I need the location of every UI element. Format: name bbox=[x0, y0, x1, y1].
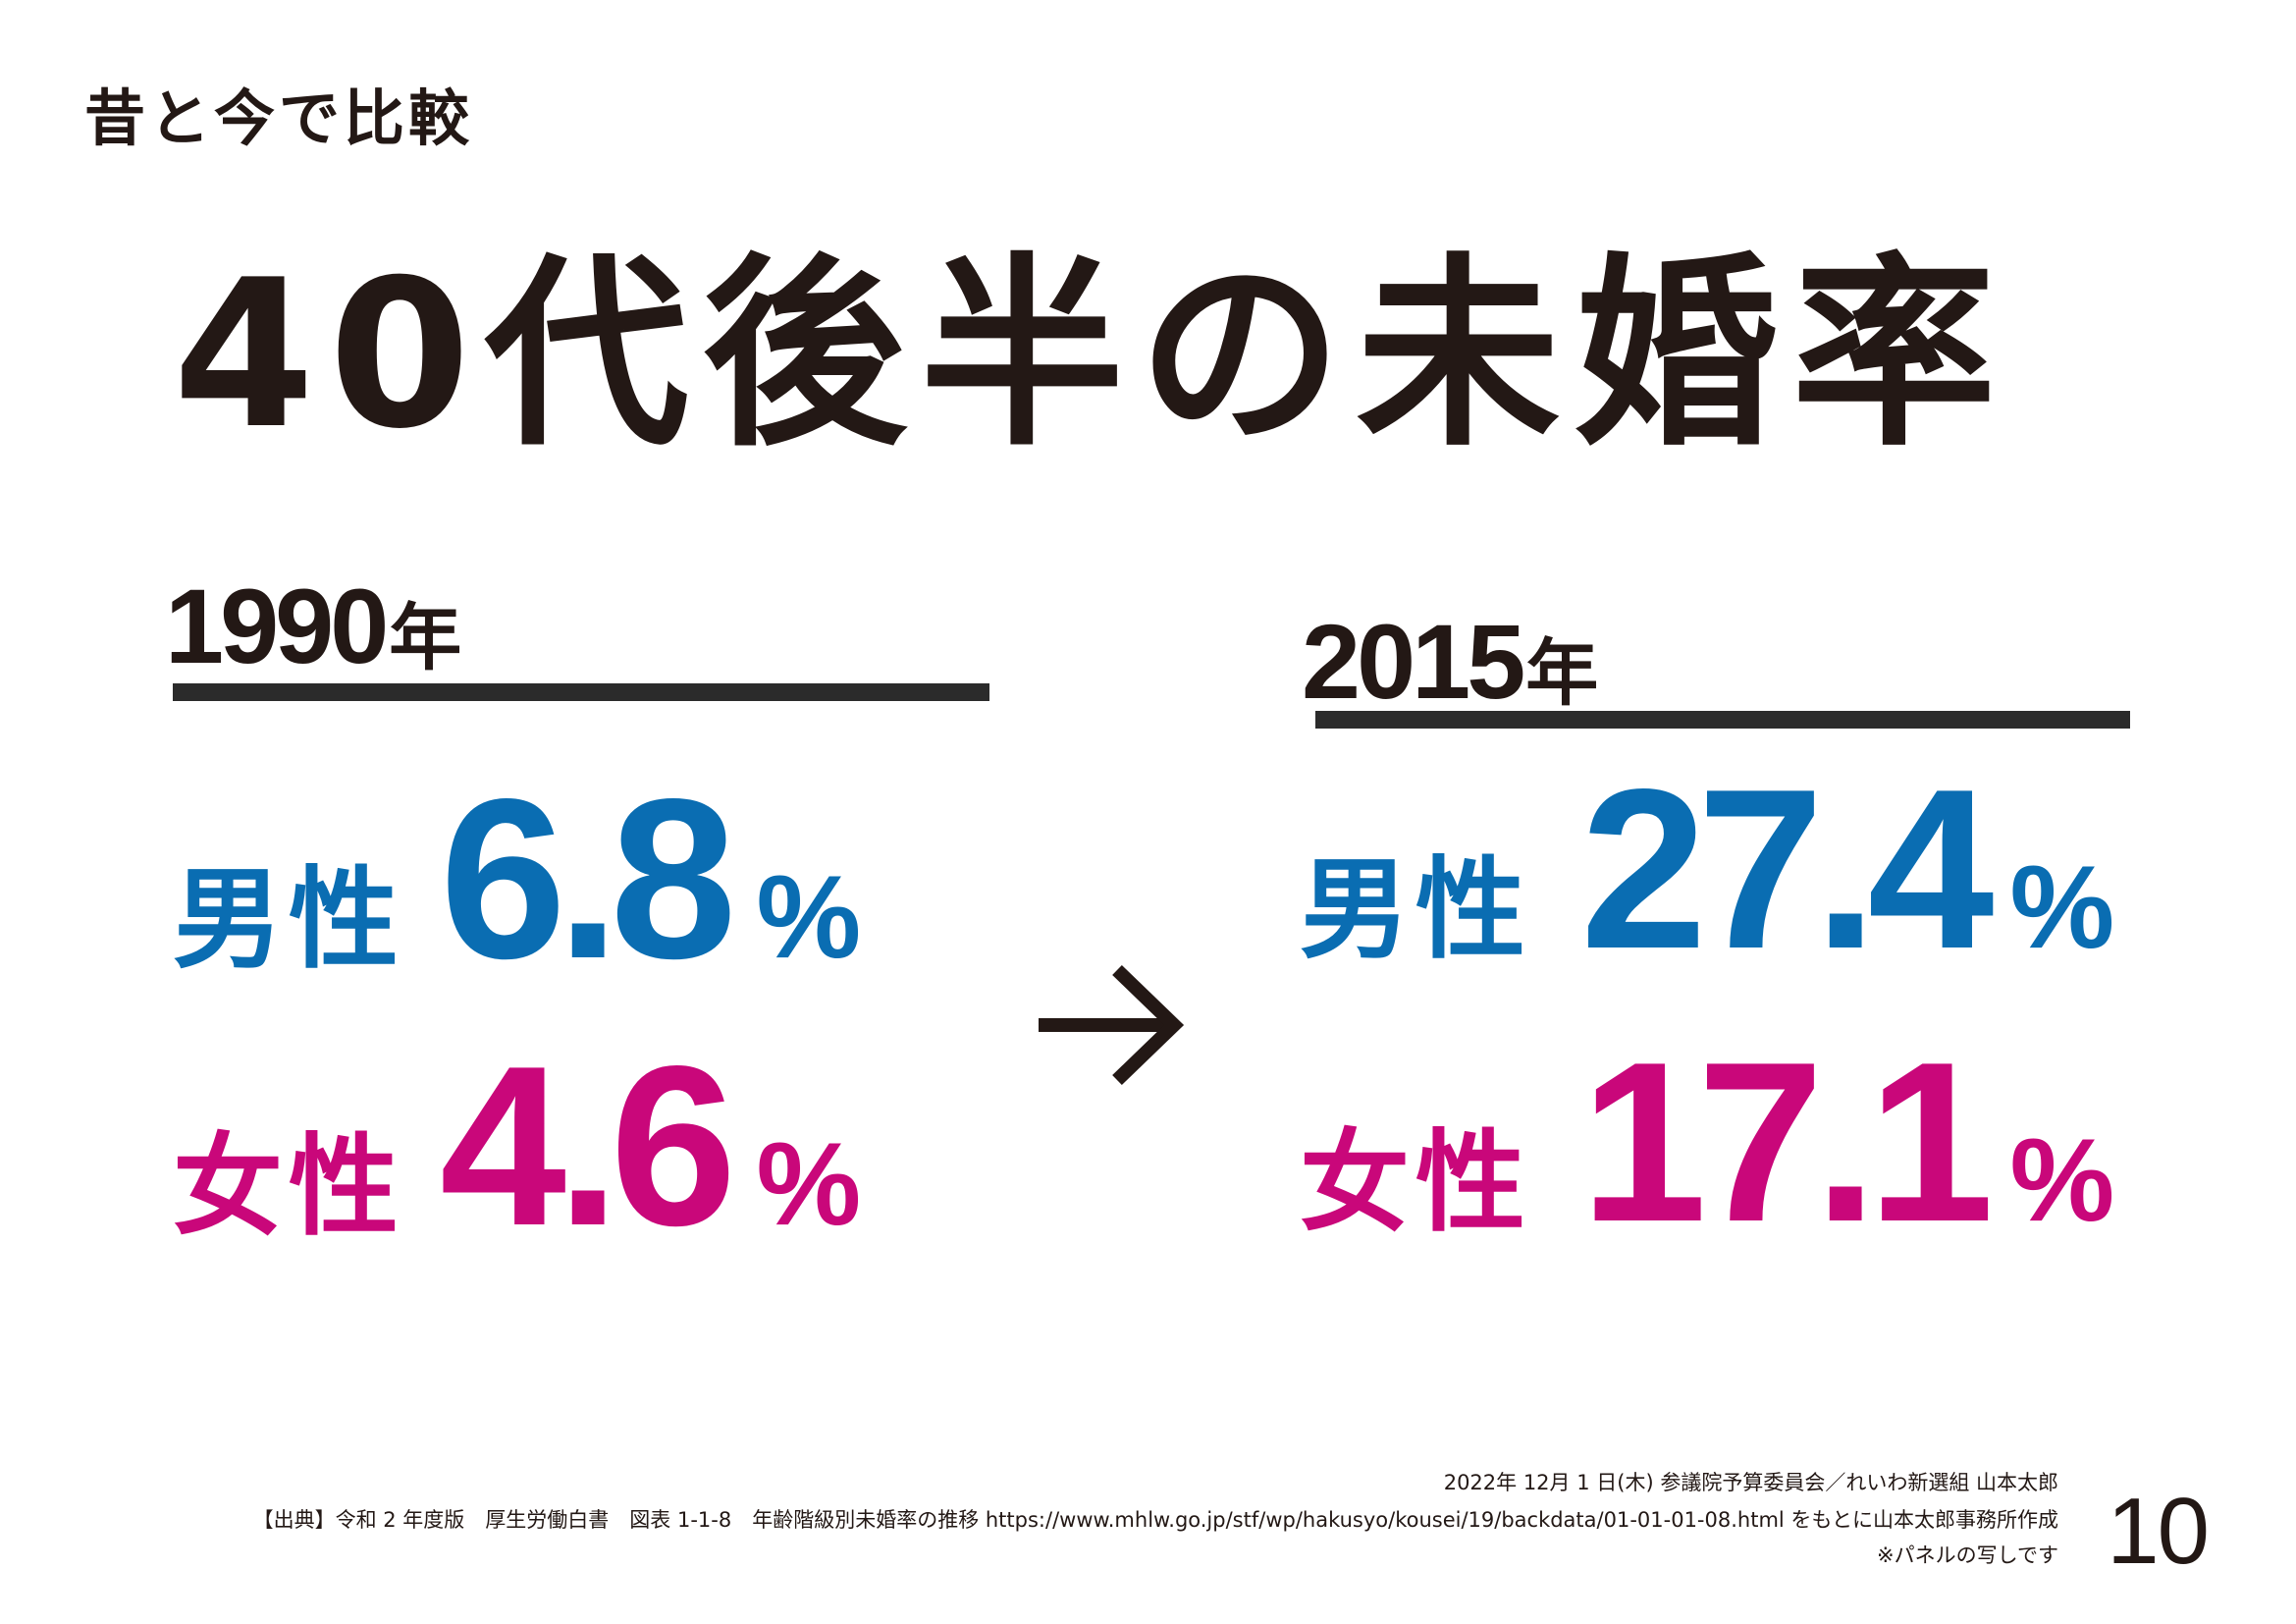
year-1990-suffix: 年 bbox=[389, 596, 462, 680]
stat-1990-male-unit: % bbox=[756, 851, 862, 983]
year-1990-number: 1990 bbox=[165, 567, 389, 685]
year-1990-heading: 1990年 bbox=[165, 573, 461, 679]
stat-1990-female-label: 女性 bbox=[173, 1123, 404, 1251]
slide-subtitle: 昔と今で比較 bbox=[84, 82, 474, 154]
stat-2015-female-value: 17.1 bbox=[1580, 1015, 1995, 1270]
year-2015-number: 2015 bbox=[1302, 602, 1525, 721]
stat-1990-male-value: 6.8 bbox=[440, 752, 736, 1006]
year-1990-underline bbox=[173, 683, 989, 701]
stat-1990-male-label: 男性 bbox=[173, 856, 404, 984]
stat-2015-male-unit: % bbox=[2009, 841, 2115, 973]
page-number: 10 bbox=[2107, 1479, 2210, 1584]
stat-2015-female: 女性 17.1 % bbox=[1300, 1029, 2114, 1257]
footer-note: ※パネルの写しです bbox=[1877, 1543, 2058, 1567]
slide-title: 40代後半の未婚率 bbox=[173, 237, 2010, 474]
stat-2015-male: 男性 27.4 % bbox=[1300, 756, 2114, 984]
stat-1990-male: 男性 6.8 % bbox=[173, 766, 861, 994]
footer-source: 【出典】令和 2 年度版 厚生労働白書 図表 1-1-8 年齢階級別未婚率の推移… bbox=[252, 1508, 2058, 1532]
year-2015-underline bbox=[1315, 711, 2130, 729]
right-arrow-icon bbox=[1039, 964, 1185, 1086]
stat-1990-female: 女性 4.6 % bbox=[173, 1033, 861, 1261]
stat-2015-female-label: 女性 bbox=[1300, 1119, 1531, 1247]
footer-credit: 2022年 12月 1 日(木) 参議院予算委員会／れいわ新選組 山本太郎 bbox=[1443, 1471, 2058, 1494]
stat-2015-male-value: 27.4 bbox=[1580, 742, 1995, 997]
year-2015-suffix: 年 bbox=[1525, 631, 1599, 716]
stat-1990-female-unit: % bbox=[756, 1118, 862, 1250]
stat-1990-female-value: 4.6 bbox=[440, 1019, 736, 1273]
stat-2015-male-label: 男性 bbox=[1300, 846, 1531, 974]
stat-2015-female-unit: % bbox=[2009, 1114, 2115, 1246]
year-2015-heading: 2015年 bbox=[1302, 609, 1598, 715]
